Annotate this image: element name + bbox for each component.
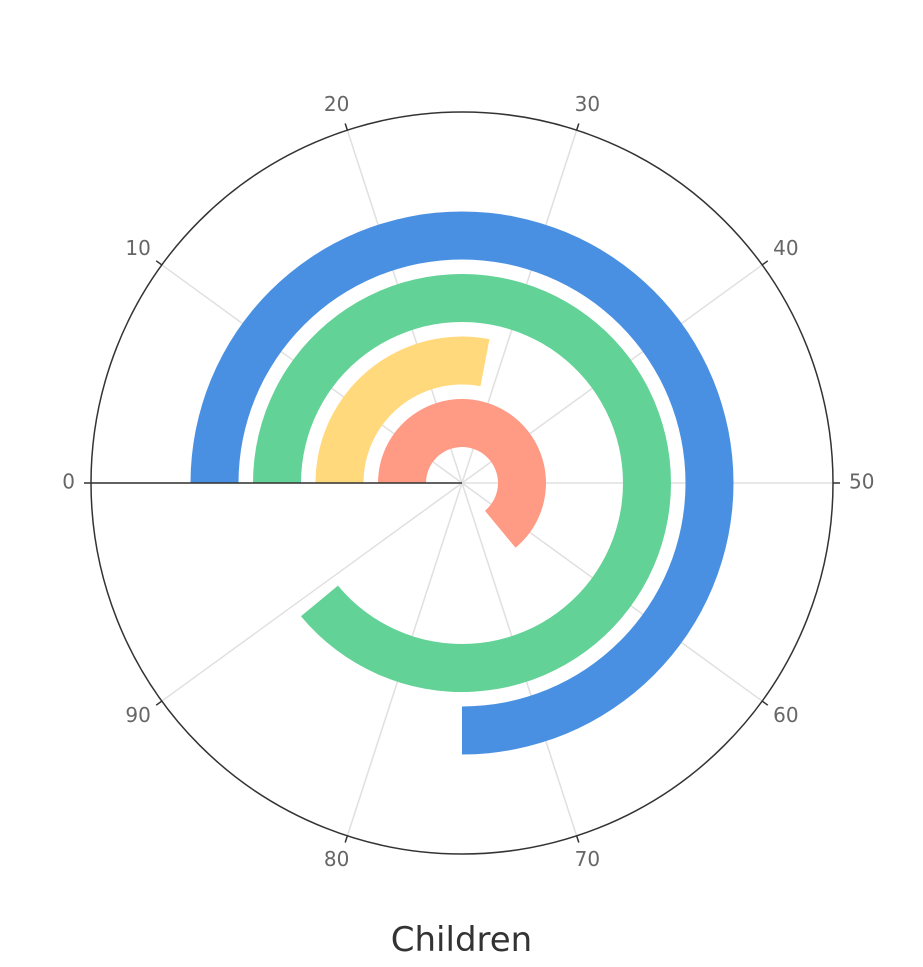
tick-label-20: 20 <box>324 92 349 116</box>
tick-mark-60 <box>761 700 769 706</box>
tick-label-40: 40 <box>773 236 798 260</box>
tick-label-60: 60 <box>773 703 798 727</box>
tick-mark-70 <box>575 835 580 843</box>
tick-mark-10 <box>155 260 163 266</box>
bar-series-3[interactable] <box>315 336 490 483</box>
tick-label-80: 80 <box>324 847 349 871</box>
grid-line-90 <box>161 482 463 702</box>
tick-mark-40 <box>761 260 769 266</box>
tick-label-30: 30 <box>575 92 600 116</box>
bar-series-4[interactable] <box>378 399 546 548</box>
tick-mark-30 <box>575 123 580 131</box>
tick-mark-80 <box>344 835 349 843</box>
tick-label-50: 50 <box>849 470 874 494</box>
bar-series <box>190 211 734 755</box>
tick-label-90: 90 <box>125 703 150 727</box>
angle-axis: 0 10 20 30 40 50 60 70 80 90 <box>62 92 874 871</box>
tick-label-10: 10 <box>125 236 150 260</box>
tick-mark-20 <box>344 123 349 131</box>
tick-mark-90 <box>155 700 163 706</box>
chart-title: Children <box>390 920 533 960</box>
tick-label-70: 70 <box>575 847 600 871</box>
tick-label-0: 0 <box>62 470 75 494</box>
